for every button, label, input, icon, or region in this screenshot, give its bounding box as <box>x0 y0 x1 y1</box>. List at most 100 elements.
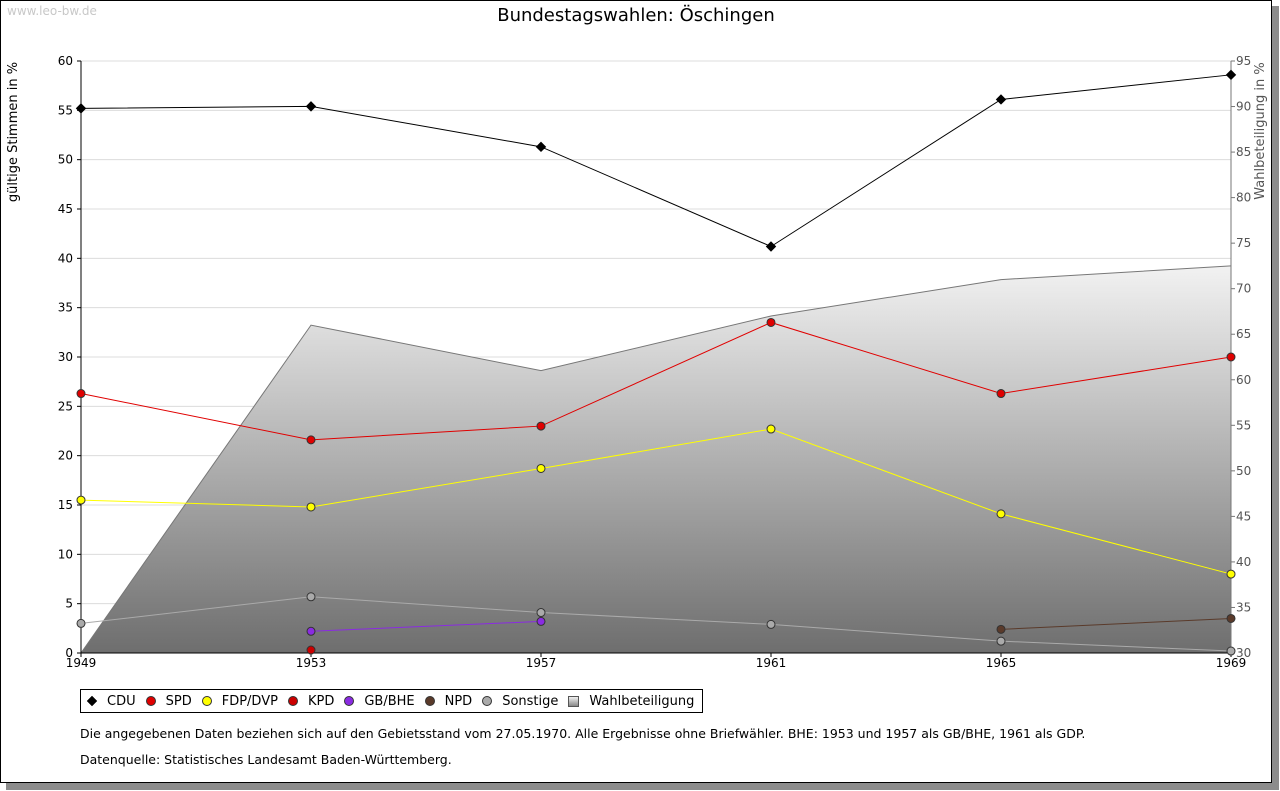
data-point-fdp-dvp <box>1226 569 1236 579</box>
legend-label-npd: NPD <box>444 693 473 709</box>
series-line-gb-bhe <box>310 620 542 632</box>
frame-shadow-bottom <box>6 783 1279 790</box>
data-point-spd <box>1226 352 1236 362</box>
y-axis-title: gültige Stimmen in % <box>6 62 21 202</box>
legend-marker-spd <box>145 696 156 706</box>
data-point-cdu <box>995 94 1007 105</box>
data-point-gb-bhe <box>536 616 546 626</box>
x-tick-label: 1961 <box>756 656 787 670</box>
data-point-fdp-dvp <box>76 495 86 505</box>
y2-tick-label: 80 <box>1236 191 1251 205</box>
watermark: www.leo-bw.de <box>7 4 97 18</box>
y2-tick-label: 85 <box>1236 145 1251 159</box>
data-point-spd <box>76 389 86 399</box>
legend-item-fdp[interactable]: FDP/DVP <box>201 693 278 709</box>
legend-item-gbbhe[interactable]: GB/BHE <box>344 693 415 709</box>
y-tick-label: 35 <box>58 301 73 315</box>
data-point-sonstige <box>536 608 546 618</box>
legend-label-sonstige: Sonstige <box>502 693 559 709</box>
y2-tick-label: 65 <box>1236 327 1251 341</box>
data-point-sonstige <box>766 619 776 629</box>
series-line-fdp-dvp <box>80 428 1232 575</box>
y-tick-label: 55 <box>58 103 73 117</box>
y-tick-label: 45 <box>58 202 73 216</box>
series-line-sonstige <box>80 596 1232 652</box>
data-point-sonstige <box>1226 646 1236 656</box>
data-point-cdu <box>535 141 547 153</box>
y2-tick-label: 70 <box>1236 282 1251 296</box>
legend-label-fdp: FDP/DVP <box>221 693 278 709</box>
legend-label-spd: SPD <box>165 693 192 709</box>
data-point-cdu <box>75 103 87 114</box>
legend-label-kpd: KPD <box>307 693 335 709</box>
chart-plot: 0 5 10 15 20 25 30 35 40 45 50 55 60 30 35 40 45 50 55 60 65… <box>6 54 1268 670</box>
y-tick-label: 0 <box>65 646 73 660</box>
y-tick-label: 10 <box>58 547 73 561</box>
legend-item-cdu[interactable]: CDU <box>86 693 136 709</box>
data-point-spd <box>306 435 316 445</box>
data-point-npd <box>1226 613 1236 623</box>
y2-tick-label: 40 <box>1236 555 1251 569</box>
x-tick-label: 1957 <box>526 656 557 670</box>
x-tick-label: 1953 <box>296 656 327 670</box>
y2-tick-label: 95 <box>1236 54 1251 68</box>
y2-tick-label: 35 <box>1236 600 1251 614</box>
y-tick-label: 5 <box>65 597 73 611</box>
x-tick-label: 1949 <box>66 656 97 670</box>
series-line-cdu <box>80 74 1232 248</box>
data-point-spd <box>536 421 546 431</box>
legend-marker-kpd <box>287 696 298 706</box>
y-tick-label: 20 <box>58 449 73 463</box>
turnout-area <box>81 265 1231 653</box>
frame-shadow-right <box>1272 6 1279 790</box>
series-line-npd <box>1000 617 1232 630</box>
y-tick-label: 50 <box>58 153 73 167</box>
y-tick-label: 25 <box>58 399 73 413</box>
data-point-cdu <box>765 241 777 252</box>
data-point-sonstige <box>76 618 86 628</box>
data-point-fdp-dvp <box>306 502 316 512</box>
turnout-line <box>80 265 1232 654</box>
data-source: Datenquelle: Statistisches Landesamt Bad… <box>80 752 452 767</box>
y2-tick-label: 90 <box>1236 100 1251 114</box>
y-tick-label: 30 <box>58 350 73 364</box>
legend-label-cdu: CDU <box>107 693 136 709</box>
legend-marker-wahlbeteiligung <box>568 695 580 707</box>
chart-title: Bundestagswahlen: Öschingen <box>497 5 775 26</box>
x-tick-label: 1965 <box>986 656 1017 670</box>
data-point-kpd <box>306 645 316 655</box>
legend-item-kpd[interactable]: KPD <box>287 693 335 709</box>
y-tick-label: 15 <box>58 498 73 512</box>
data-point-fdp-dvp <box>996 509 1006 519</box>
data-point-sonstige <box>306 592 316 602</box>
legend-label-gbbhe: GB/BHE <box>364 693 415 709</box>
legend-label-wahlbeteiligung: Wahlbeteiligung <box>589 693 695 709</box>
data-point-cdu <box>1225 69 1237 81</box>
data-point-fdp-dvp <box>766 424 776 434</box>
legend-marker-gbbhe <box>344 696 355 706</box>
footnote: Die angegebenen Daten beziehen sich auf … <box>80 726 1086 741</box>
legend-item-wahlbeteiligung[interactable]: Wahlbeteiligung <box>568 694 694 709</box>
data-point-npd <box>996 624 1006 634</box>
x-tick-label: 1969 <box>1216 656 1247 670</box>
legend-item-spd[interactable]: SPD <box>145 693 192 709</box>
y2-tick-label: 45 <box>1236 509 1251 523</box>
legend-marker-sonstige <box>482 696 493 706</box>
y-tick-label: 60 <box>58 54 73 68</box>
data-point-spd <box>766 317 776 327</box>
legend: CDU SPD FDP/DVP KPD GB/BHE NPD Sonstige … <box>80 689 704 713</box>
data-point-sonstige <box>996 636 1006 646</box>
legend-item-npd[interactable]: NPD <box>424 693 473 709</box>
y2-tick-label: 60 <box>1236 373 1251 387</box>
data-point-spd <box>996 389 1006 399</box>
legend-marker-cdu <box>86 695 98 707</box>
y-tick-label: 40 <box>58 251 73 265</box>
y2-axis-title: Wahlbeteiligung in % <box>1253 62 1268 199</box>
y2-tick-label: 30 <box>1236 646 1251 660</box>
legend-marker-npd <box>424 696 435 706</box>
series-line-spd <box>80 321 1232 441</box>
data-point-cdu <box>305 101 317 112</box>
y2-tick-label: 75 <box>1236 236 1251 250</box>
data-point-fdp-dvp <box>536 463 546 473</box>
legend-item-sonstige[interactable]: Sonstige <box>482 694 558 709</box>
